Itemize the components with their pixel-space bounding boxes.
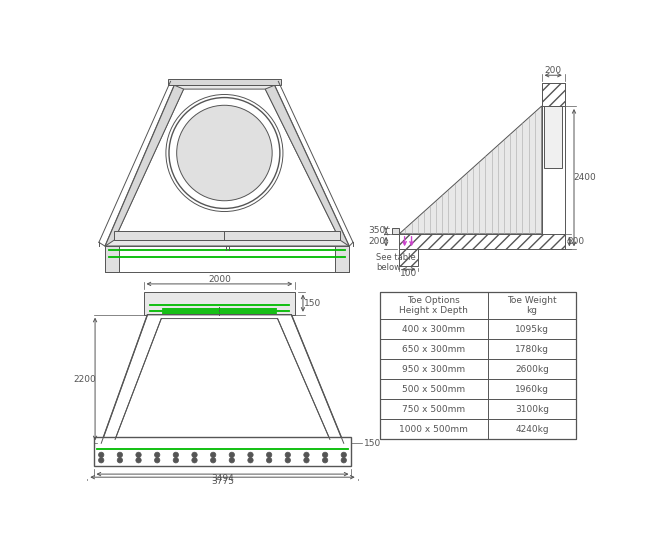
Text: 1095kg: 1095kg (515, 325, 549, 334)
Text: 200: 200 (545, 66, 562, 75)
Circle shape (169, 97, 280, 208)
Circle shape (304, 458, 309, 463)
Text: 750 x 500mm: 750 x 500mm (402, 405, 466, 414)
Text: 950 x 300mm: 950 x 300mm (402, 365, 466, 374)
Text: 200: 200 (368, 237, 385, 246)
Text: 150: 150 (303, 299, 321, 307)
Bar (380, 339, 576, 359)
Circle shape (136, 458, 141, 463)
Circle shape (155, 458, 160, 463)
Text: See table
below: See table below (376, 252, 416, 272)
Bar (143, 292, 295, 315)
Bar (380, 420, 576, 439)
Polygon shape (102, 315, 344, 443)
Circle shape (248, 452, 253, 458)
Text: 1960kg: 1960kg (515, 385, 549, 394)
Circle shape (98, 458, 104, 463)
Circle shape (117, 458, 122, 463)
Circle shape (322, 452, 328, 458)
Text: 3775: 3775 (211, 477, 234, 486)
Text: 2000: 2000 (208, 275, 231, 284)
Text: 3494: 3494 (211, 474, 234, 483)
Circle shape (173, 458, 179, 463)
Polygon shape (115, 89, 340, 240)
Circle shape (229, 458, 234, 463)
Text: 1780kg: 1780kg (515, 345, 549, 354)
Circle shape (210, 458, 216, 463)
Text: 200: 200 (567, 237, 584, 246)
Bar (335, 246, 349, 272)
Text: 3100kg: 3100kg (515, 405, 549, 414)
Circle shape (341, 452, 346, 458)
Bar (380, 292, 576, 320)
Text: 4240kg: 4240kg (515, 425, 549, 434)
Text: 100: 100 (400, 270, 417, 278)
Circle shape (98, 452, 104, 458)
Circle shape (166, 95, 283, 212)
Text: 400 x 300mm: 400 x 300mm (402, 325, 465, 334)
Text: 2200: 2200 (73, 375, 96, 383)
Circle shape (304, 452, 309, 458)
Bar (542, 83, 565, 106)
Polygon shape (115, 318, 330, 439)
Circle shape (267, 458, 272, 463)
Text: 350: 350 (368, 226, 386, 235)
Circle shape (177, 105, 272, 201)
Bar (380, 292, 576, 439)
Bar (380, 320, 576, 339)
Bar (380, 359, 576, 380)
Polygon shape (399, 106, 542, 234)
Circle shape (192, 458, 197, 463)
Bar (542, 83, 565, 249)
Circle shape (341, 458, 346, 463)
Text: Toe Options
Height x Depth: Toe Options Height x Depth (400, 296, 468, 315)
Text: 650 x 300mm: 650 x 300mm (402, 345, 466, 354)
Polygon shape (265, 85, 349, 246)
Circle shape (155, 452, 160, 458)
Text: 2400: 2400 (573, 173, 596, 182)
Bar (94, 437, 352, 466)
Text: 500 x 500mm: 500 x 500mm (402, 385, 466, 394)
Circle shape (210, 452, 216, 458)
Circle shape (285, 458, 291, 463)
Bar (399, 234, 565, 249)
Bar (168, 79, 280, 85)
Bar (115, 231, 340, 240)
Text: Toe Weight
kg: Toe Weight kg (507, 296, 557, 315)
Bar (105, 246, 349, 272)
Text: 2600kg: 2600kg (515, 365, 549, 374)
Circle shape (248, 458, 253, 463)
Bar (380, 379, 576, 399)
Circle shape (173, 452, 179, 458)
Circle shape (192, 452, 197, 458)
Circle shape (117, 452, 122, 458)
Text: 1000 x 500mm: 1000 x 500mm (400, 425, 468, 434)
Bar (544, 106, 563, 168)
Polygon shape (105, 85, 349, 246)
Circle shape (322, 458, 328, 463)
Circle shape (267, 452, 272, 458)
Circle shape (136, 452, 141, 458)
Circle shape (229, 452, 234, 458)
Polygon shape (105, 85, 183, 246)
Circle shape (285, 452, 291, 458)
Text: 150: 150 (364, 439, 381, 448)
Bar (105, 246, 119, 272)
Bar (380, 399, 576, 420)
Bar (392, 228, 399, 234)
Bar (399, 249, 419, 266)
